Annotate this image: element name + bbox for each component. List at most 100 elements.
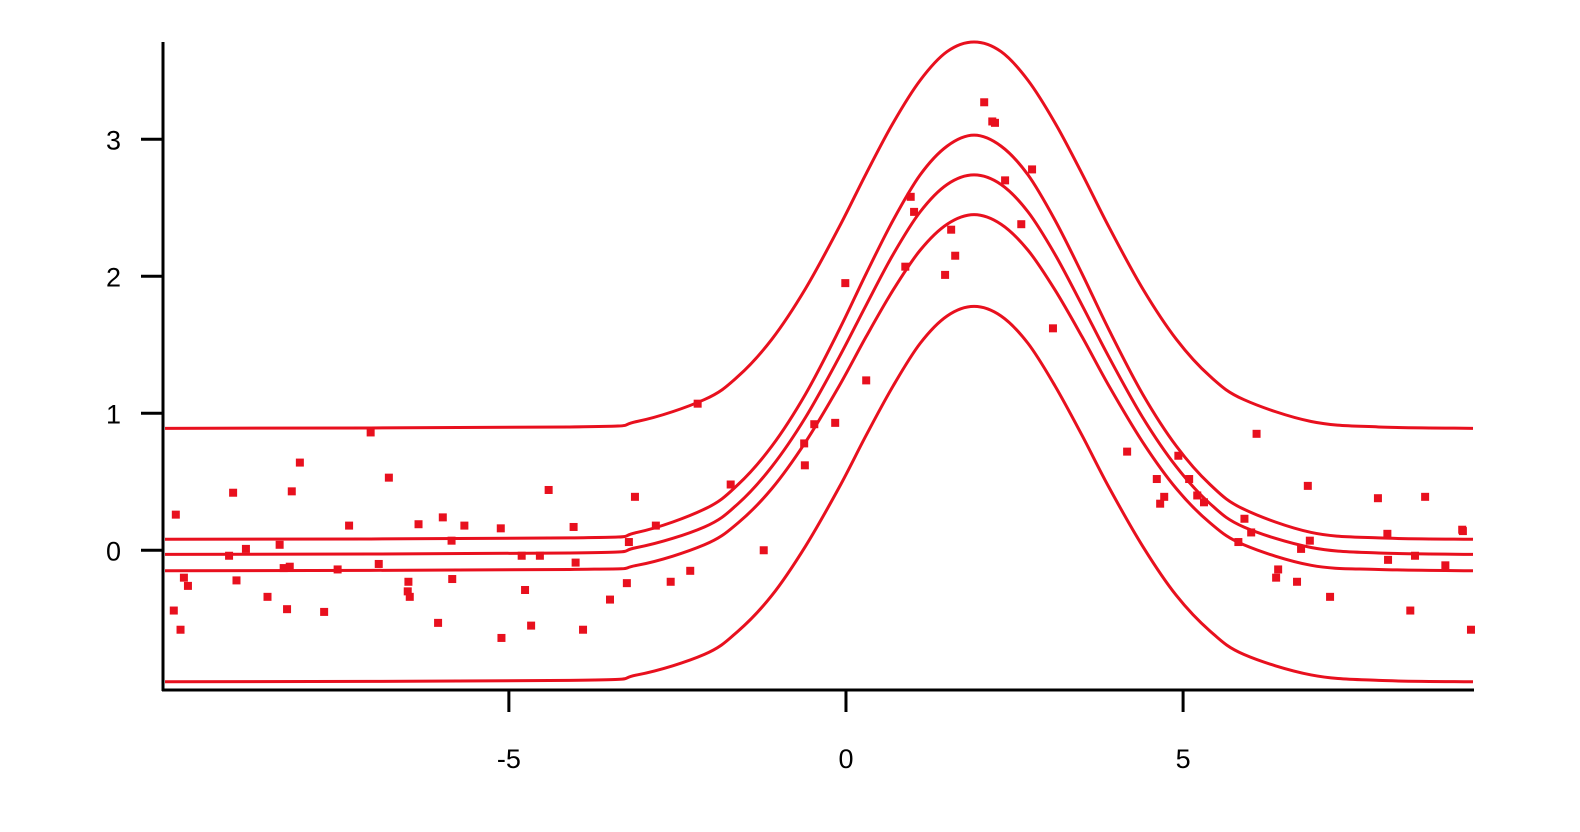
data-point <box>384 473 393 482</box>
data-point <box>1247 528 1256 537</box>
data-point <box>1156 499 1165 508</box>
data-point <box>759 546 768 555</box>
data-point <box>910 207 919 216</box>
data-point <box>171 510 180 519</box>
data-point <box>1373 494 1382 503</box>
data-point <box>947 225 956 234</box>
data-point <box>1384 555 1393 564</box>
data-point <box>1303 481 1312 490</box>
y-tick-label: 2 <box>106 262 121 292</box>
data-point <box>1406 606 1415 615</box>
data-point <box>229 488 238 497</box>
data-point <box>651 521 660 530</box>
fit-curve <box>165 133 1474 541</box>
data-point <box>666 577 675 586</box>
data-point <box>1326 592 1335 601</box>
data-point <box>726 480 735 489</box>
data-point <box>1458 527 1467 536</box>
y-tick-label: 1 <box>106 399 121 429</box>
data-point <box>990 118 999 127</box>
data-point <box>622 579 631 588</box>
data-point <box>1152 475 1161 484</box>
data-point <box>544 485 553 494</box>
data-point <box>1160 492 1169 501</box>
data-point <box>434 618 443 627</box>
data-point <box>497 633 506 642</box>
fit-curve <box>165 173 1474 556</box>
y-tick-label: 0 <box>106 536 121 566</box>
data-point <box>176 625 185 634</box>
y-tick-label: 3 <box>106 125 121 155</box>
data-point <box>800 461 809 470</box>
data-point <box>941 270 950 279</box>
data-point <box>1017 220 1026 229</box>
data-point <box>571 558 580 567</box>
data-point <box>1274 565 1283 574</box>
data-point <box>1293 577 1302 586</box>
data-point <box>366 428 375 437</box>
data-point <box>448 575 457 584</box>
data-point <box>521 585 530 594</box>
data-point <box>1174 451 1183 460</box>
data-point <box>980 98 989 107</box>
data-point <box>527 621 536 630</box>
data-point <box>279 564 288 573</box>
data-point <box>606 595 615 604</box>
data-point <box>285 562 294 571</box>
data-point <box>1185 475 1194 484</box>
data-point <box>241 544 250 553</box>
data-point <box>1411 551 1420 560</box>
data-point <box>179 573 188 582</box>
data-point <box>496 524 505 533</box>
data-point <box>1441 561 1450 570</box>
x-tick-label: 0 <box>838 744 853 774</box>
data-point <box>404 577 413 586</box>
data-point <box>295 458 304 467</box>
fit-curve <box>165 213 1474 573</box>
data-point <box>374 559 383 568</box>
fit-curve <box>165 40 1474 430</box>
x-tick-label: 5 <box>1176 744 1191 774</box>
data-point <box>183 581 192 590</box>
data-point <box>403 587 412 596</box>
data-point <box>686 566 695 575</box>
data-point <box>283 605 292 614</box>
data-point <box>951 251 960 260</box>
data-point <box>447 536 456 545</box>
data-point <box>810 420 819 429</box>
fit-curve <box>165 304 1474 684</box>
data-point <box>1001 176 1010 185</box>
data-point <box>630 492 639 501</box>
data-point <box>1240 514 1249 523</box>
data-point <box>1123 447 1132 456</box>
data-point <box>906 192 915 201</box>
data-point <box>624 538 633 547</box>
data-point <box>1305 536 1314 545</box>
data-point <box>275 540 284 549</box>
data-point <box>1193 491 1202 500</box>
data-point <box>862 376 871 385</box>
data-point <box>517 551 526 560</box>
data-point <box>320 607 329 616</box>
data-point <box>345 521 354 530</box>
data-point <box>263 592 272 601</box>
data-point <box>1383 529 1392 538</box>
data-point <box>232 576 241 585</box>
data-point <box>405 592 414 601</box>
data-point <box>901 262 910 271</box>
data-point <box>460 521 469 530</box>
data-point <box>535 551 544 560</box>
data-point <box>831 418 840 427</box>
data-point <box>579 625 588 634</box>
data-point <box>438 513 447 522</box>
data-point <box>841 279 850 288</box>
data-point <box>1421 492 1430 501</box>
data-point <box>1199 498 1208 507</box>
data-point <box>1272 573 1281 582</box>
data-point <box>287 487 296 496</box>
data-point <box>169 606 178 615</box>
data-point <box>1297 544 1306 553</box>
